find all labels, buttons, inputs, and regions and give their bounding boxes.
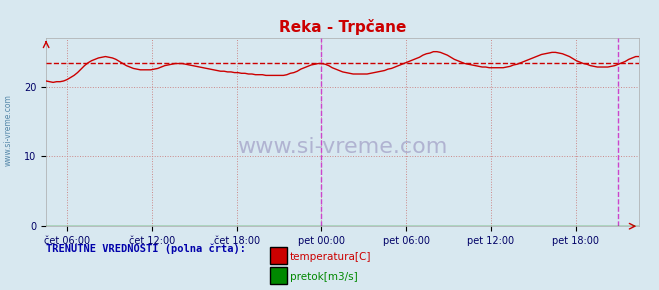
Text: temperatura[C]: temperatura[C] (290, 252, 372, 262)
Text: pretok[m3/s]: pretok[m3/s] (290, 272, 358, 282)
Title: Reka - Trpčane: Reka - Trpčane (279, 19, 407, 35)
Text: www.si-vreme.com: www.si-vreme.com (237, 137, 448, 157)
Text: TRENUTNE VREDNOSTI (polna črta):: TRENUTNE VREDNOSTI (polna črta): (46, 244, 246, 254)
Text: www.si-vreme.com: www.si-vreme.com (3, 95, 13, 166)
